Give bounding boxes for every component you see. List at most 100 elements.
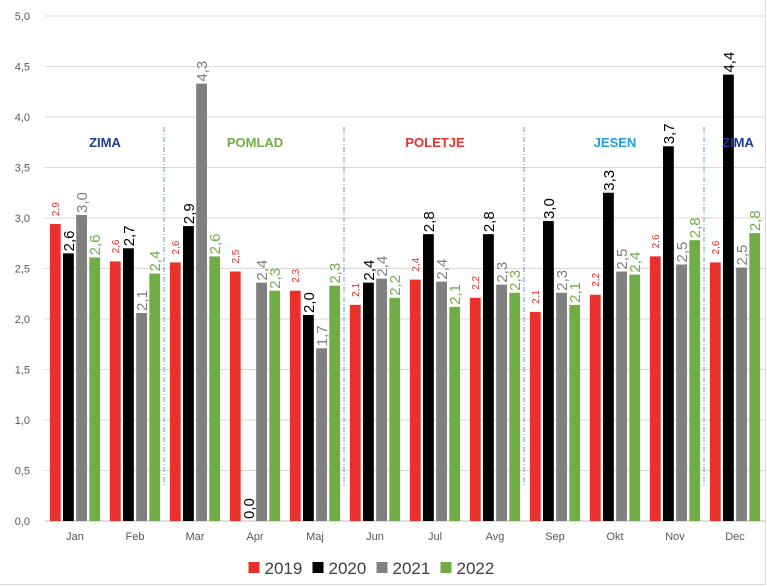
data-label: 0,0 — [241, 498, 258, 519]
data-label: 2,3 — [554, 270, 571, 291]
bar-2022 — [389, 297, 401, 521]
x-tick-label: Okt — [606, 531, 623, 543]
bar-2021 — [136, 312, 147, 521]
data-label: 2,4 — [411, 257, 422, 271]
legend-label: 2019 — [265, 559, 303, 578]
data-label: 2,6 — [171, 240, 182, 254]
bar-2019 — [409, 279, 421, 521]
y-axis: 0,0 0,5 1,0 1,5 2,0 2,5 3,0 3,5 4,0 4,5 5,0 — [15, 11, 30, 528]
data-label: 2,3 — [494, 262, 511, 283]
bar-2019 — [709, 262, 721, 521]
legend-label: 2021 — [393, 559, 431, 578]
data-label: 2,8 — [421, 211, 438, 232]
bar-2022 — [509, 292, 521, 521]
bar-2020 — [723, 74, 734, 521]
x-tick-label: Apr — [246, 531, 263, 543]
data-label: 2,4 — [434, 259, 451, 280]
data-label: 2,2 — [387, 275, 404, 296]
y-tick-label: 0,5 — [15, 466, 30, 478]
data-label: 2,3 — [267, 268, 284, 289]
y-tick-label: 1,5 — [15, 365, 30, 377]
bar-2022 — [209, 256, 221, 521]
x-tick-label: Nov — [665, 531, 685, 543]
bar-2020 — [303, 314, 314, 521]
data-label: 1,7 — [314, 325, 331, 346]
bar-2021 — [676, 264, 687, 521]
gridlines — [45, 15, 765, 522]
bar-2021 — [256, 282, 267, 521]
season-label: ZIMA — [722, 135, 754, 150]
data-label: 2,6 — [711, 240, 722, 254]
legend-swatch — [376, 562, 388, 573]
bar-2019 — [469, 297, 481, 521]
data-label: 2,1 — [134, 290, 151, 311]
data-label: 4,4 — [721, 52, 738, 73]
data-label: 3,3 — [601, 170, 618, 191]
data-label: 3,0 — [74, 192, 91, 213]
x-tick-label: Dec — [725, 531, 745, 543]
data-label: 2,3 — [291, 268, 302, 282]
bar-2022 — [269, 290, 281, 521]
data-label: 2,5 — [734, 245, 751, 266]
legend-label: 2020 — [329, 559, 367, 578]
bar-2022 — [569, 304, 581, 521]
data-label: 2,1 — [567, 282, 584, 303]
data-label: 2,6 — [61, 230, 78, 251]
y-tick-label: 4,0 — [15, 112, 30, 124]
legend-swatch — [248, 562, 260, 573]
bar-2022 — [149, 273, 161, 521]
data-label: 2,6 — [111, 239, 122, 253]
x-tick-label: Jul — [428, 531, 442, 543]
data-label: 2,6 — [651, 234, 662, 248]
data-label: 2,4 — [374, 256, 391, 277]
data-label: 2,5 — [231, 249, 242, 263]
y-tick-label: 2,5 — [15, 264, 30, 276]
data-label: 2,4 — [147, 251, 164, 272]
legend-swatch — [440, 562, 452, 573]
x-tick-label: Mar — [186, 531, 205, 543]
bar-2022 — [89, 257, 101, 521]
y-tick-label: 2,0 — [15, 314, 30, 326]
bar-2019 — [289, 290, 301, 521]
data-label: 2,4 — [627, 252, 644, 273]
data-label: 2,1 — [531, 290, 542, 304]
bar-2021 — [496, 284, 507, 521]
bar-2020 — [123, 248, 134, 522]
season-labels: ZIMA POMLAD POLETJE JESEN ZIMA — [89, 135, 754, 150]
y-tick-label: 1,0 — [15, 415, 30, 427]
x-axis: Jan Feb Mar Apr Maj Jun Jul Avg Sep Okt Nov Dec — [66, 531, 745, 543]
data-label: 3,0 — [541, 198, 558, 219]
y-tick-label: 4,5 — [15, 62, 30, 74]
bar-2021 — [736, 267, 747, 521]
bar-2020 — [603, 192, 614, 521]
data-label: 2,3 — [327, 263, 344, 284]
bar-2022 — [689, 240, 701, 521]
bar-2022 — [449, 306, 461, 521]
season-label: POMLAD — [227, 135, 283, 150]
bar-2022 — [629, 274, 641, 521]
bar-2019 — [529, 311, 541, 521]
data-label: 2,8 — [687, 217, 704, 238]
bar-2020 — [363, 282, 374, 521]
data-label: 2,8 — [481, 211, 498, 232]
x-tick-label: Maj — [306, 531, 324, 543]
bar-2021 — [616, 271, 627, 521]
y-tick-label: 3,5 — [15, 163, 30, 175]
legend-swatch — [312, 562, 324, 573]
bar-2019 — [109, 261, 121, 521]
bar-2021 — [376, 278, 387, 521]
data-label: 2,6 — [207, 234, 224, 255]
legend: 2019 2020 2021 2022 — [248, 559, 494, 578]
bar-2021 — [76, 214, 87, 521]
data-label: 2,4 — [361, 260, 378, 281]
bar-2019 — [229, 271, 241, 521]
data-label: 2,6 — [87, 235, 104, 256]
data-label: 2,7 — [121, 225, 138, 246]
x-tick-label: Jan — [66, 531, 84, 543]
bar-2020 — [663, 146, 674, 522]
season-label: JESEN — [594, 135, 637, 150]
season-label: ZIMA — [89, 135, 121, 150]
bar-2019 — [169, 262, 181, 521]
season-label: POLETJE — [405, 135, 465, 150]
